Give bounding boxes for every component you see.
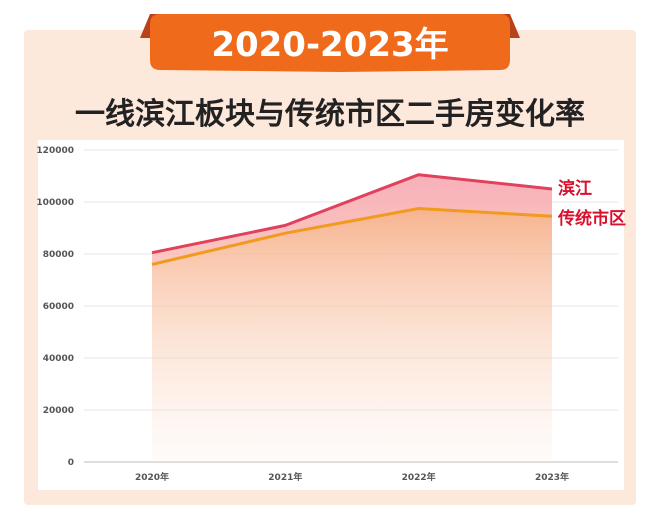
y-tick-label: 100000	[36, 198, 74, 208]
y-axis-ticks: 0 20000 40000 60000 80000 100000 120000	[36, 146, 74, 468]
banner	[150, 14, 510, 72]
area-traditional	[152, 208, 552, 462]
banner-text: 2020-2023年	[211, 25, 448, 65]
line-binjiang	[151, 173, 553, 255]
x-axis-ticks: 2020年 2021年 2022年 2023年	[135, 471, 569, 483]
series-label-traditional: 传统市区	[557, 208, 626, 229]
series-lines	[151, 173, 553, 266]
y-tick-label: 0	[68, 458, 74, 468]
y-tick-label: 40000	[43, 354, 74, 364]
line-traditional	[151, 207, 553, 266]
series-label-binjiang: 滨江	[558, 178, 592, 199]
y-tick-label: 20000	[43, 406, 74, 416]
chart-heading: 一线滨江板块与传统市区二手房变化率	[75, 97, 585, 132]
x-tick-label: 2021年	[268, 471, 302, 483]
x-tick-label: 2023年	[535, 471, 569, 483]
y-tick-label: 120000	[36, 146, 74, 156]
y-tick-label: 60000	[43, 302, 74, 312]
x-tick-label: 2022年	[402, 471, 436, 483]
x-tick-label: 2020年	[135, 471, 169, 483]
y-tick-label: 80000	[43, 250, 74, 260]
